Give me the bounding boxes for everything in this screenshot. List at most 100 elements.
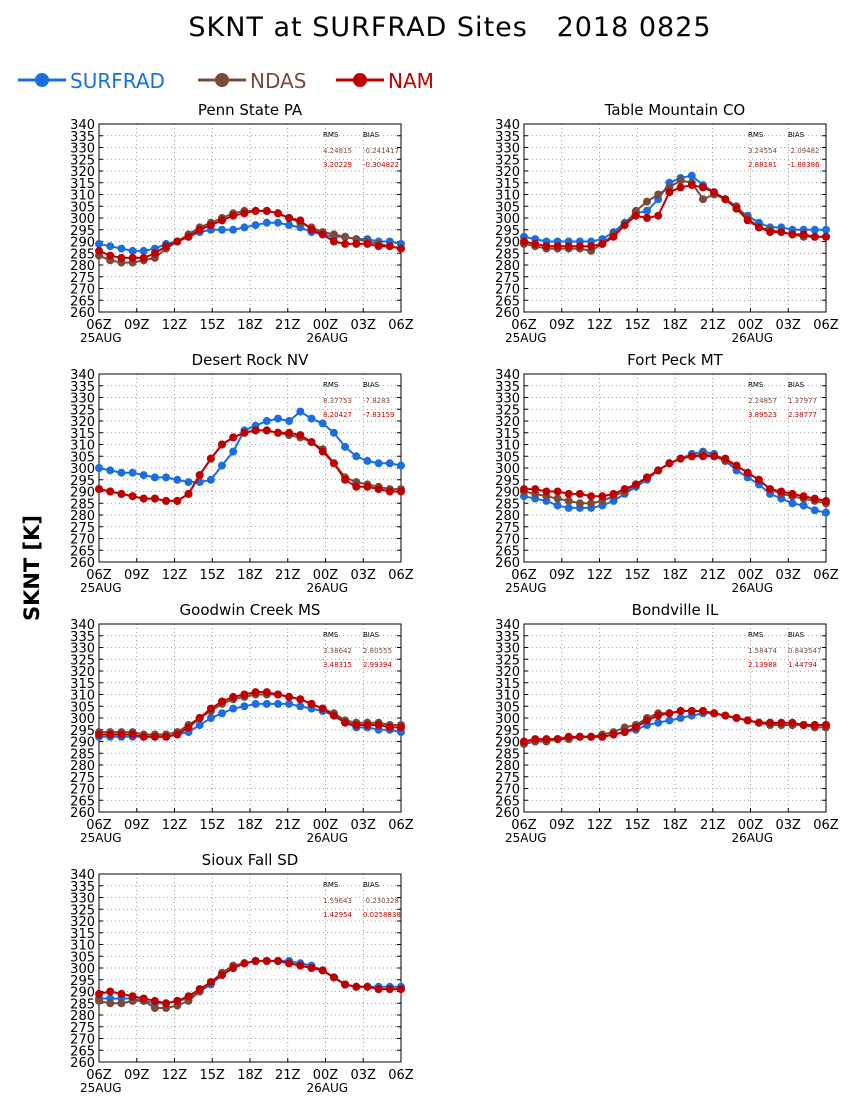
stats-header-bias: BIAS xyxy=(363,881,380,889)
data-point-nam xyxy=(699,707,707,715)
x-tick-label: 21Z xyxy=(700,318,726,333)
y-tick-label: 290 xyxy=(70,236,95,251)
stats-rms-value: 8.20427 xyxy=(323,411,352,419)
data-point-nam xyxy=(374,242,383,251)
data-point-nam xyxy=(95,730,103,739)
stats-header-rms: RMS xyxy=(323,131,339,139)
data-point-surfrad xyxy=(822,225,830,234)
data-point-surfrad xyxy=(318,419,327,428)
data-point-surfrad xyxy=(106,466,115,475)
y-tick-label: 300 xyxy=(70,962,95,977)
y-tick-label: 330 xyxy=(495,142,520,157)
page-title: SKNT at SURFRAD Sites 2018 0825 xyxy=(188,12,712,43)
stats-bias-value: 2.99394 xyxy=(363,661,392,669)
data-point-ndas xyxy=(654,190,663,199)
x-date-label: 25AUG xyxy=(80,581,122,595)
data-point-ndas xyxy=(95,996,103,1005)
data-point-nam xyxy=(173,496,182,505)
stats-header-bias: BIAS xyxy=(363,381,380,389)
data-point-surfrad xyxy=(262,218,271,227)
legend-label: SURFRAD xyxy=(70,69,165,93)
data-point-nam xyxy=(206,454,215,463)
y-tick-label: 265 xyxy=(495,294,520,309)
y-tick-label: 275 xyxy=(70,771,95,786)
data-point-nam xyxy=(609,232,618,241)
y-tick-label: 265 xyxy=(70,1044,95,1059)
y-tick-label: 260 xyxy=(495,556,520,571)
y-tick-label: 310 xyxy=(495,189,520,204)
data-point-nam xyxy=(173,996,182,1005)
data-point-nam xyxy=(274,428,282,437)
x-tick-label: 09Z xyxy=(124,1068,150,1083)
x-tick-label: 15Z xyxy=(200,318,226,333)
data-point-nam xyxy=(397,244,405,253)
x-tick-label: 09Z xyxy=(549,818,575,833)
data-point-nam xyxy=(553,735,562,744)
stats-header-bias: BIAS xyxy=(788,131,805,139)
x-date-label: 26AUG xyxy=(732,581,774,595)
data-point-nam xyxy=(296,695,305,704)
y-tick-label: 315 xyxy=(70,177,95,192)
data-point-nam xyxy=(710,709,719,718)
x-tick-label: 09Z xyxy=(124,568,150,583)
stats-bias-value: -0.230328 xyxy=(363,897,399,905)
data-point-nam xyxy=(307,438,316,447)
data-point-nam xyxy=(251,957,260,965)
data-point-nam xyxy=(251,206,260,215)
data-point-nam xyxy=(329,973,338,982)
data-point-nam xyxy=(665,459,674,468)
chart-panel: Table Mountain CO 26026527027528028529029… xyxy=(495,101,839,345)
data-point-surfrad xyxy=(251,221,260,230)
x-tick-label: 12Z xyxy=(162,318,188,333)
data-point-surfrad xyxy=(788,499,797,508)
data-point-nam xyxy=(374,485,383,494)
data-point-nam xyxy=(318,230,327,239)
y-tick-label: 315 xyxy=(495,677,520,692)
x-tick-label: 12Z xyxy=(162,568,188,583)
data-point-nam xyxy=(262,957,271,965)
y-tick-label: 300 xyxy=(495,212,520,227)
data-point-nam xyxy=(766,485,775,494)
data-point-nam xyxy=(766,718,775,727)
data-point-nam xyxy=(643,214,651,222)
data-point-nam xyxy=(687,707,696,715)
data-point-nam xyxy=(352,482,361,491)
x-date-label: 26AUG xyxy=(732,331,774,345)
x-tick-label: 00Z xyxy=(313,568,339,583)
data-point-nam xyxy=(397,985,405,994)
y-tick-label: 270 xyxy=(70,283,95,298)
data-point-nam xyxy=(743,216,752,225)
y-tick-label: 275 xyxy=(70,271,95,286)
data-point-surfrad xyxy=(195,721,204,729)
y-tick-label: 260 xyxy=(70,1056,95,1071)
data-point-nam xyxy=(218,216,226,225)
data-point-surfrad xyxy=(162,473,171,482)
y-tick-label: 270 xyxy=(70,1033,95,1048)
y-tick-label: 260 xyxy=(70,556,95,571)
data-point-nam xyxy=(385,242,394,251)
data-point-surfrad xyxy=(274,218,282,227)
y-tick-label: 320 xyxy=(495,165,520,180)
x-tick-label: 06Z xyxy=(511,818,537,833)
y-tick-label: 295 xyxy=(70,974,95,989)
data-point-surfrad xyxy=(687,171,696,180)
data-point-nam xyxy=(150,732,159,741)
y-tick-label: 340 xyxy=(495,118,520,133)
x-tick-label: 00Z xyxy=(738,318,764,333)
y-tick-label: 270 xyxy=(495,783,520,798)
data-point-surfrad xyxy=(139,246,148,255)
series-line-nam xyxy=(523,184,826,248)
data-point-surfrad xyxy=(363,456,372,465)
series-line-nam xyxy=(98,209,402,259)
data-point-nam xyxy=(117,253,126,262)
x-tick-label: 15Z xyxy=(625,318,651,333)
data-point-nam xyxy=(195,714,204,722)
data-point-surfrad xyxy=(117,244,126,253)
data-point-ndas xyxy=(553,494,562,503)
chart-panel: Penn State PA 260265270275280285290295300… xyxy=(70,101,414,345)
data-point-nam xyxy=(139,253,148,262)
stats-bias-value: 0.843547 xyxy=(788,647,821,655)
series-line-nam xyxy=(98,960,401,1005)
y-tick-label: 300 xyxy=(495,712,520,727)
data-point-nam xyxy=(285,959,294,968)
